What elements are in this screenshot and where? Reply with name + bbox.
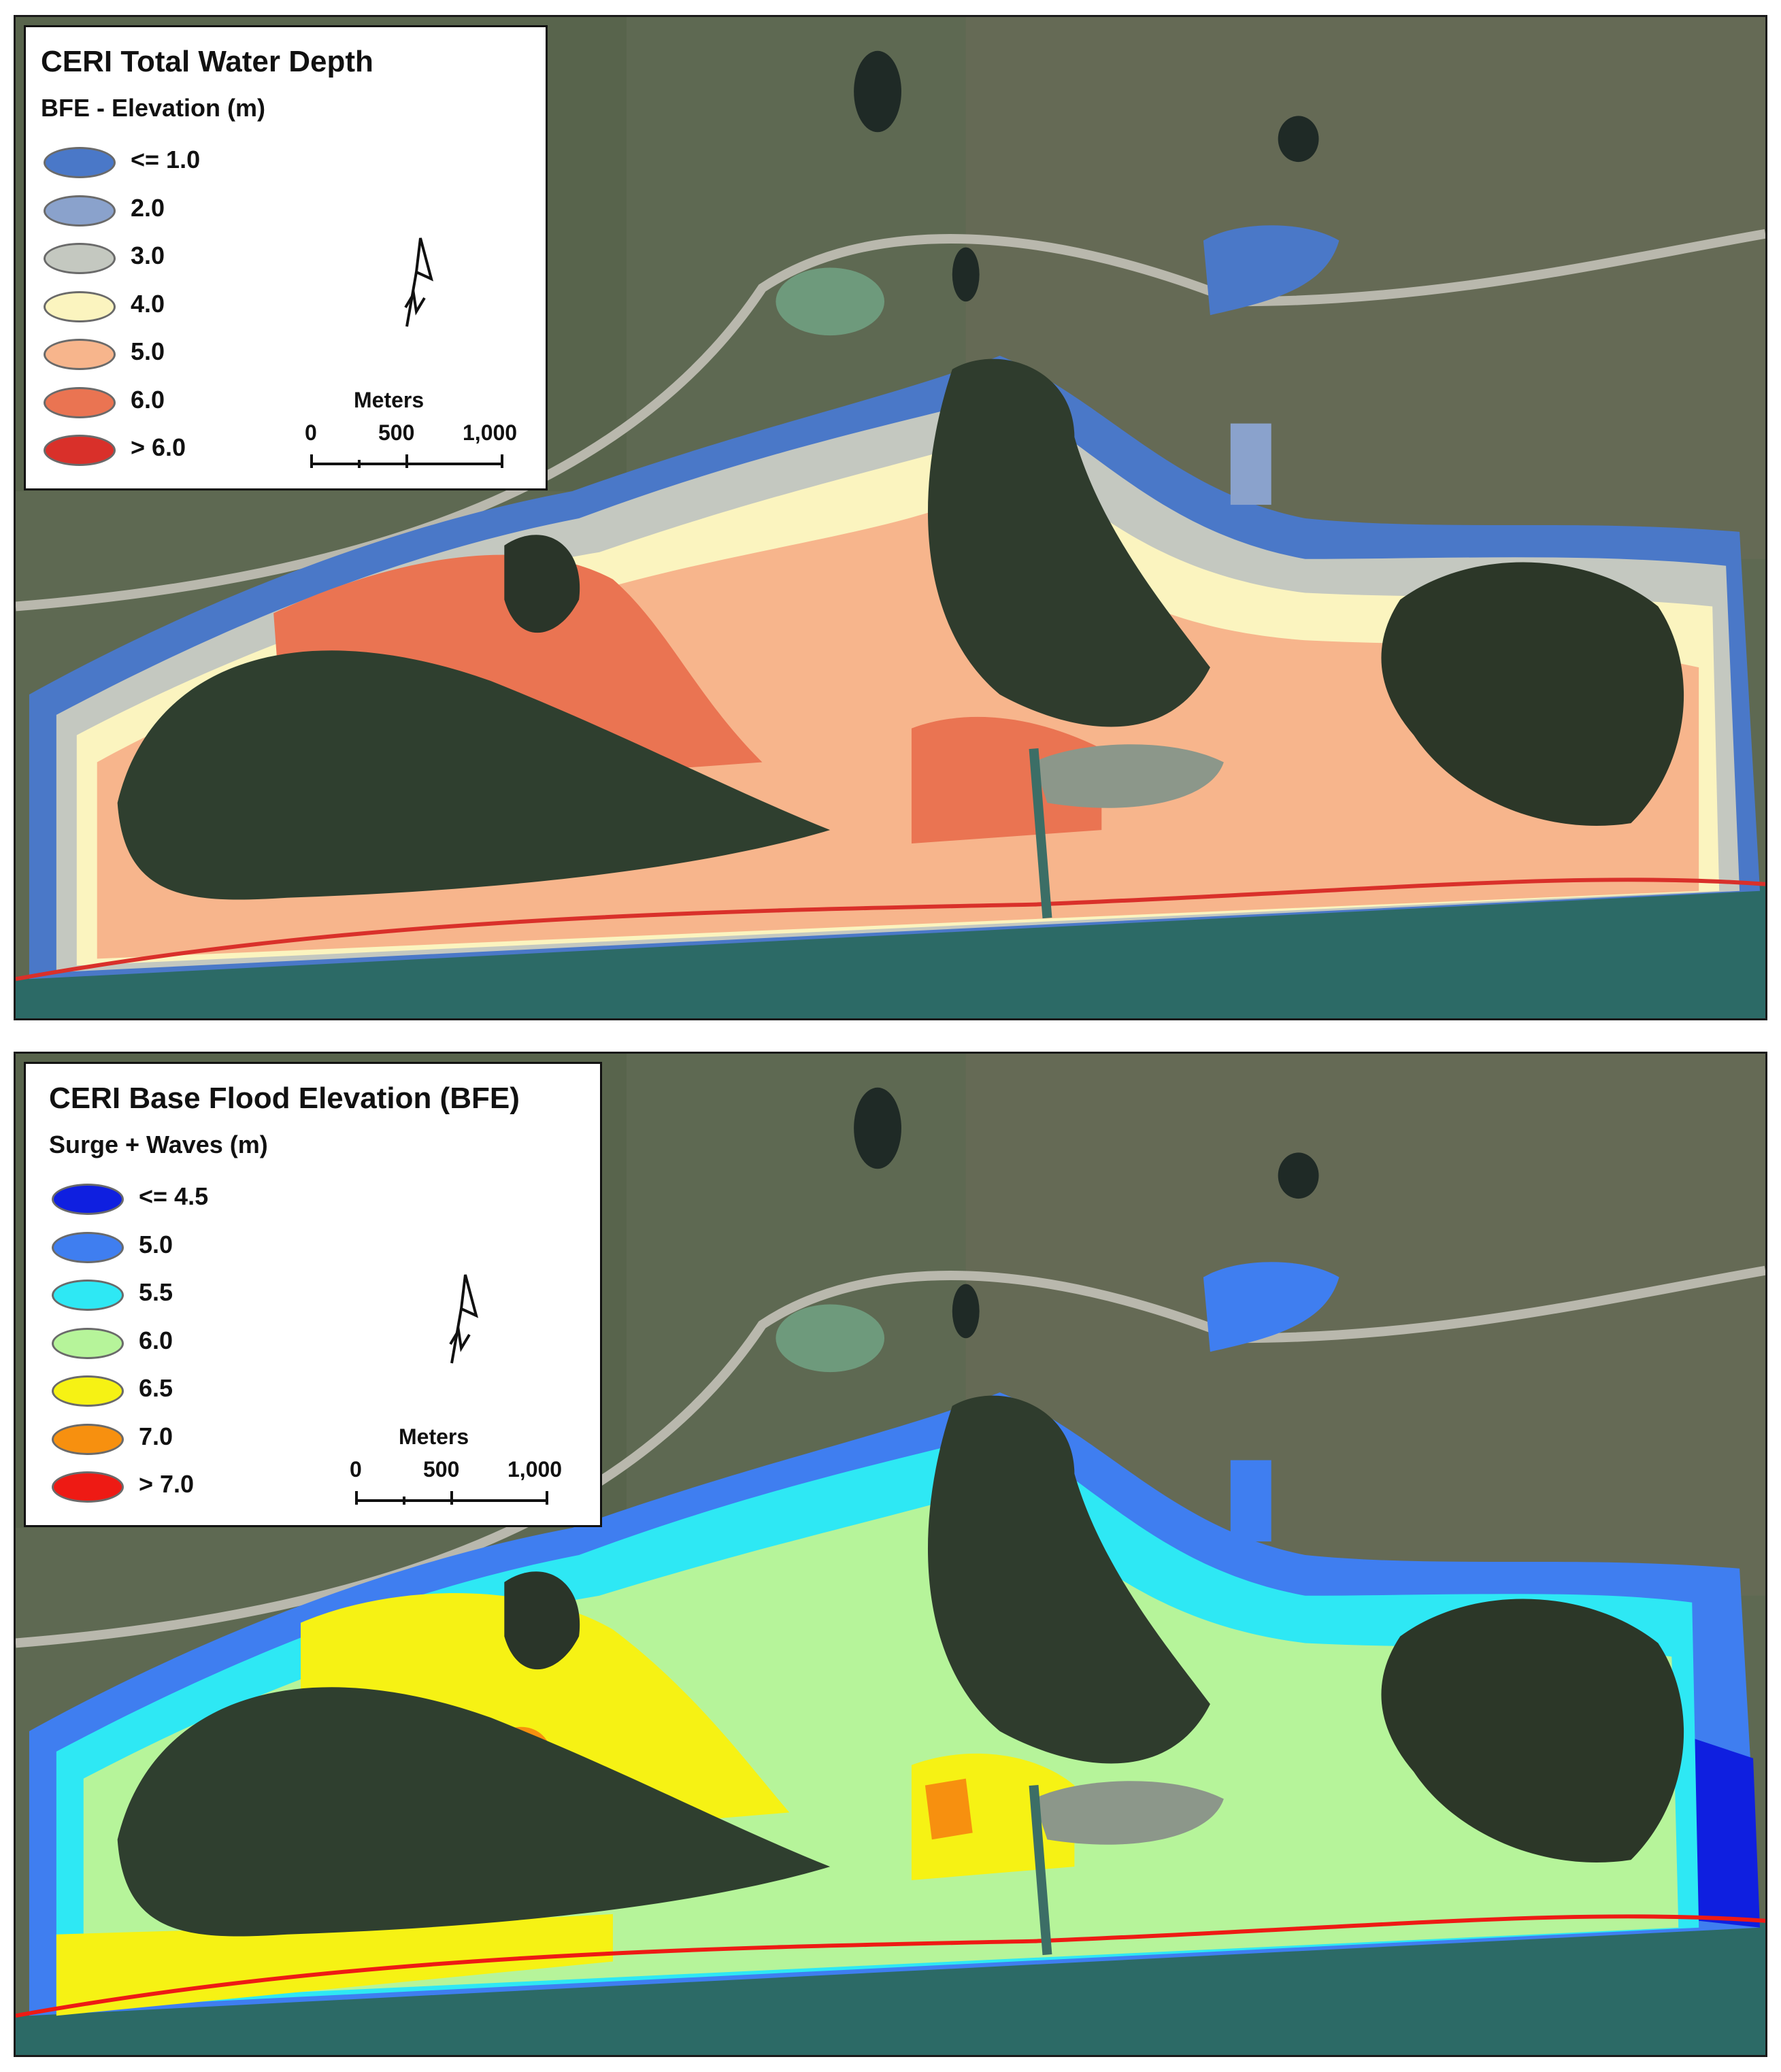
- legend-title: CERI Total Water Depth: [41, 45, 373, 78]
- legend-item: 6.0: [44, 383, 261, 421]
- legend-swatch: [44, 147, 116, 178]
- legend-item-label: <= 1.0: [131, 146, 201, 173]
- legend-swatch: [52, 1327, 124, 1359]
- map-legend: CERI Base Flood Elevation (BFE) Surge + …: [24, 1062, 602, 1527]
- legend-item-label: 6.0: [139, 1326, 173, 1354]
- map-panel-total-water-depth: CERI Total Water Depth BFE - Elevation (…: [14, 15, 1767, 1020]
- scale-tick-500: 500: [378, 420, 415, 445]
- legend-item-label: 7.0: [139, 1422, 173, 1450]
- legend-swatch: [52, 1280, 124, 1311]
- legend-swatch: [52, 1184, 124, 1215]
- map-panel-base-flood-elevation: CERI Base Flood Elevation (BFE) Surge + …: [14, 1052, 1767, 2057]
- legend-item-label: 5.0: [131, 337, 165, 365]
- scale-units: Meters: [399, 1424, 469, 1449]
- legend-item-label: 5.0: [139, 1230, 173, 1258]
- scale-tick-0: 0: [350, 1457, 362, 1482]
- legend-item-label: <= 4.5: [139, 1182, 209, 1210]
- legend-item: 7.0: [52, 1420, 269, 1458]
- legend-swatch: [44, 195, 116, 227]
- map-legend: CERI Total Water Depth BFE - Elevation (…: [24, 25, 548, 490]
- legend-item: <= 4.5: [52, 1180, 269, 1218]
- north-arrow-icon: [393, 231, 448, 337]
- legend-swatch: [52, 1471, 124, 1503]
- satellite-map-depth: [16, 17, 1765, 1018]
- scale-bar: Meters 0 500 1,000: [305, 388, 517, 476]
- legend-item-label: 4.0: [131, 289, 165, 318]
- legend-item-label: 2.0: [131, 193, 165, 222]
- legend-swatch: [52, 1423, 124, 1455]
- legend-swatch: [44, 339, 116, 370]
- legend-swatch: [52, 1231, 124, 1263]
- scale-units: Meters: [354, 388, 425, 412]
- legend-item-label: 6.0: [131, 385, 165, 414]
- north-arrow-icon: [438, 1268, 493, 1373]
- legend-item-label: 5.5: [139, 1278, 173, 1306]
- legend-swatch: [44, 435, 116, 466]
- legend-item: 5.0: [44, 335, 261, 373]
- scale-tick-500: 500: [423, 1457, 460, 1482]
- legend-item: > 6.0: [44, 431, 261, 469]
- legend-item-label: > 6.0: [131, 433, 186, 461]
- scale-tick-1000: 1,000: [507, 1457, 563, 1482]
- legend-item-label: > 7.0: [139, 1470, 195, 1498]
- legend-item: 2.0: [44, 191, 261, 229]
- legend-swatch: [52, 1375, 124, 1407]
- scale-bar: Meters 0 500 1,000: [350, 1424, 562, 1513]
- legend-subtitle: BFE - Elevation (m): [41, 94, 266, 122]
- legend-item-label: 3.0: [131, 241, 165, 269]
- scale-tick-1000: 1,000: [463, 420, 518, 445]
- legend-item-label: 6.5: [139, 1374, 173, 1402]
- legend-swatch: [44, 386, 116, 418]
- scale-bar-line: [355, 1491, 548, 1505]
- legend-item: 4.0: [44, 287, 261, 325]
- legend-item: <= 1.0: [44, 143, 261, 181]
- legend-subtitle: Surge + Waves (m): [49, 1131, 268, 1158]
- legend-swatch: [44, 290, 116, 322]
- legend-item: 5.5: [52, 1275, 269, 1314]
- legend-title: CERI Base Flood Elevation (BFE): [49, 1082, 520, 1115]
- legend-item: 6.5: [52, 1371, 269, 1409]
- scale-bar-line: [310, 454, 503, 468]
- legend-item: > 7.0: [52, 1467, 269, 1505]
- legend-swatch: [44, 243, 116, 274]
- legend-item: 6.0: [52, 1324, 269, 1362]
- scale-tick-0: 0: [305, 420, 317, 445]
- legend-item: 5.0: [52, 1228, 269, 1266]
- legend-item: 3.0: [44, 239, 261, 277]
